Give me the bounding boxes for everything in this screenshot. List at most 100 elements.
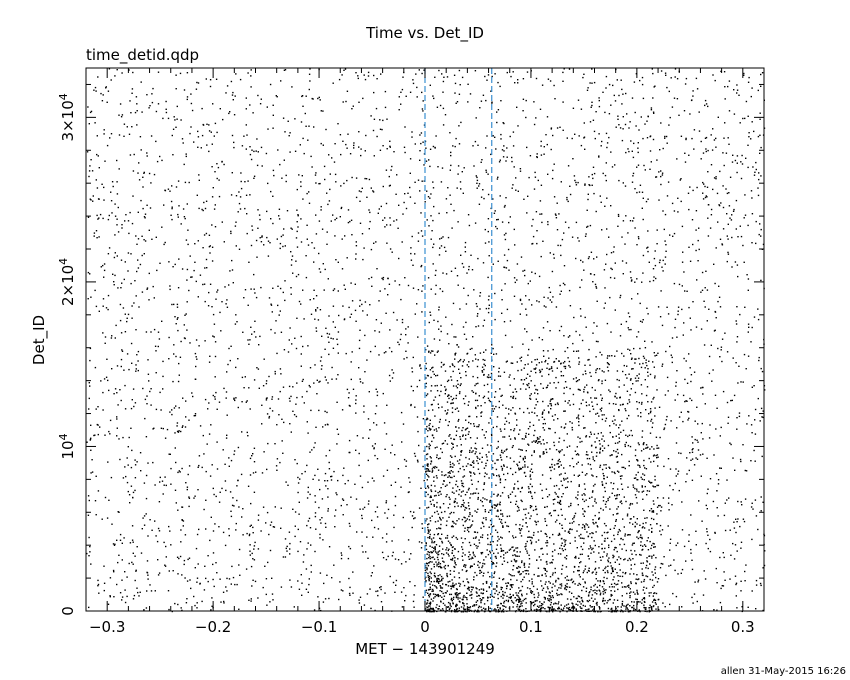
data-point (686, 290, 688, 292)
data-point (350, 313, 353, 315)
data-point (517, 598, 519, 601)
data-point (645, 444, 648, 446)
data-point (142, 176, 144, 178)
data-point (105, 376, 108, 378)
data-point (265, 399, 268, 401)
data-point (575, 257, 577, 260)
data-point (241, 516, 243, 518)
data-point (560, 573, 563, 575)
data-point (302, 198, 304, 200)
data-point (584, 488, 586, 490)
data-point (605, 417, 608, 420)
data-point (691, 596, 693, 599)
data-point (730, 219, 733, 221)
data-point (574, 540, 576, 542)
data-point (451, 491, 454, 493)
data-point (704, 99, 707, 102)
data-point (667, 502, 670, 504)
data-point (181, 467, 183, 470)
data-point (677, 310, 679, 312)
data-point (141, 291, 144, 293)
data-point (467, 214, 470, 216)
data-point (687, 411, 690, 413)
data-point (421, 72, 423, 75)
data-point (430, 238, 432, 240)
data-point (493, 212, 496, 214)
data-point (652, 500, 655, 502)
data-point (577, 584, 579, 586)
data-point (437, 520, 439, 522)
data-point (663, 428, 665, 431)
data-point (435, 544, 438, 546)
data-point (346, 179, 348, 182)
data-point (305, 568, 308, 570)
data-point (664, 256, 667, 258)
data-point (722, 585, 725, 587)
data-point (313, 126, 315, 128)
data-point (312, 478, 314, 480)
data-point (503, 554, 505, 556)
data-point (155, 372, 157, 374)
data-point (272, 127, 274, 129)
data-point (711, 149, 714, 151)
data-point (318, 96, 320, 99)
data-point (295, 275, 298, 278)
data-point (567, 336, 570, 338)
data-point (287, 484, 289, 486)
data-point (355, 241, 357, 243)
data-point (212, 187, 214, 189)
data-point (108, 68, 111, 70)
data-point (676, 427, 678, 429)
data-point (745, 157, 747, 159)
data-point (481, 521, 484, 524)
data-point (493, 525, 495, 527)
data-point (619, 557, 622, 560)
data-point (603, 522, 606, 525)
data-point (276, 352, 278, 355)
data-point (757, 308, 759, 310)
data-point (152, 461, 154, 464)
data-point (284, 299, 286, 302)
data-point (591, 82, 593, 84)
data-point (549, 400, 551, 402)
data-point (147, 578, 149, 580)
data-point (668, 124, 670, 126)
data-point (718, 204, 720, 206)
data-point (512, 407, 514, 409)
data-point (169, 190, 171, 192)
data-point (695, 544, 697, 546)
data-point (95, 514, 97, 516)
data-point (424, 201, 426, 203)
data-point (614, 164, 616, 166)
data-point (719, 601, 722, 604)
data-point (459, 592, 461, 594)
data-point (409, 186, 411, 189)
data-point (732, 154, 734, 156)
data-point (457, 284, 459, 286)
data-point (132, 563, 134, 565)
data-point (458, 392, 461, 395)
data-point (90, 424, 92, 426)
data-point (475, 326, 477, 328)
data-point (714, 79, 716, 82)
data-point (543, 305, 545, 307)
data-point (439, 537, 441, 540)
data-point (123, 278, 125, 281)
data-point (250, 244, 253, 247)
data-point (432, 537, 435, 539)
data-point (405, 207, 408, 210)
data-point (453, 336, 455, 338)
data-point (683, 545, 686, 548)
data-point (325, 526, 327, 528)
data-point (295, 403, 297, 405)
data-point (645, 575, 647, 577)
data-point (747, 323, 750, 325)
data-point (530, 590, 532, 592)
data-point (641, 76, 644, 79)
data-point (592, 571, 594, 573)
data-point (157, 559, 159, 561)
data-point (343, 284, 345, 286)
data-point (422, 285, 424, 287)
data-point (228, 465, 230, 467)
data-point (716, 407, 718, 409)
